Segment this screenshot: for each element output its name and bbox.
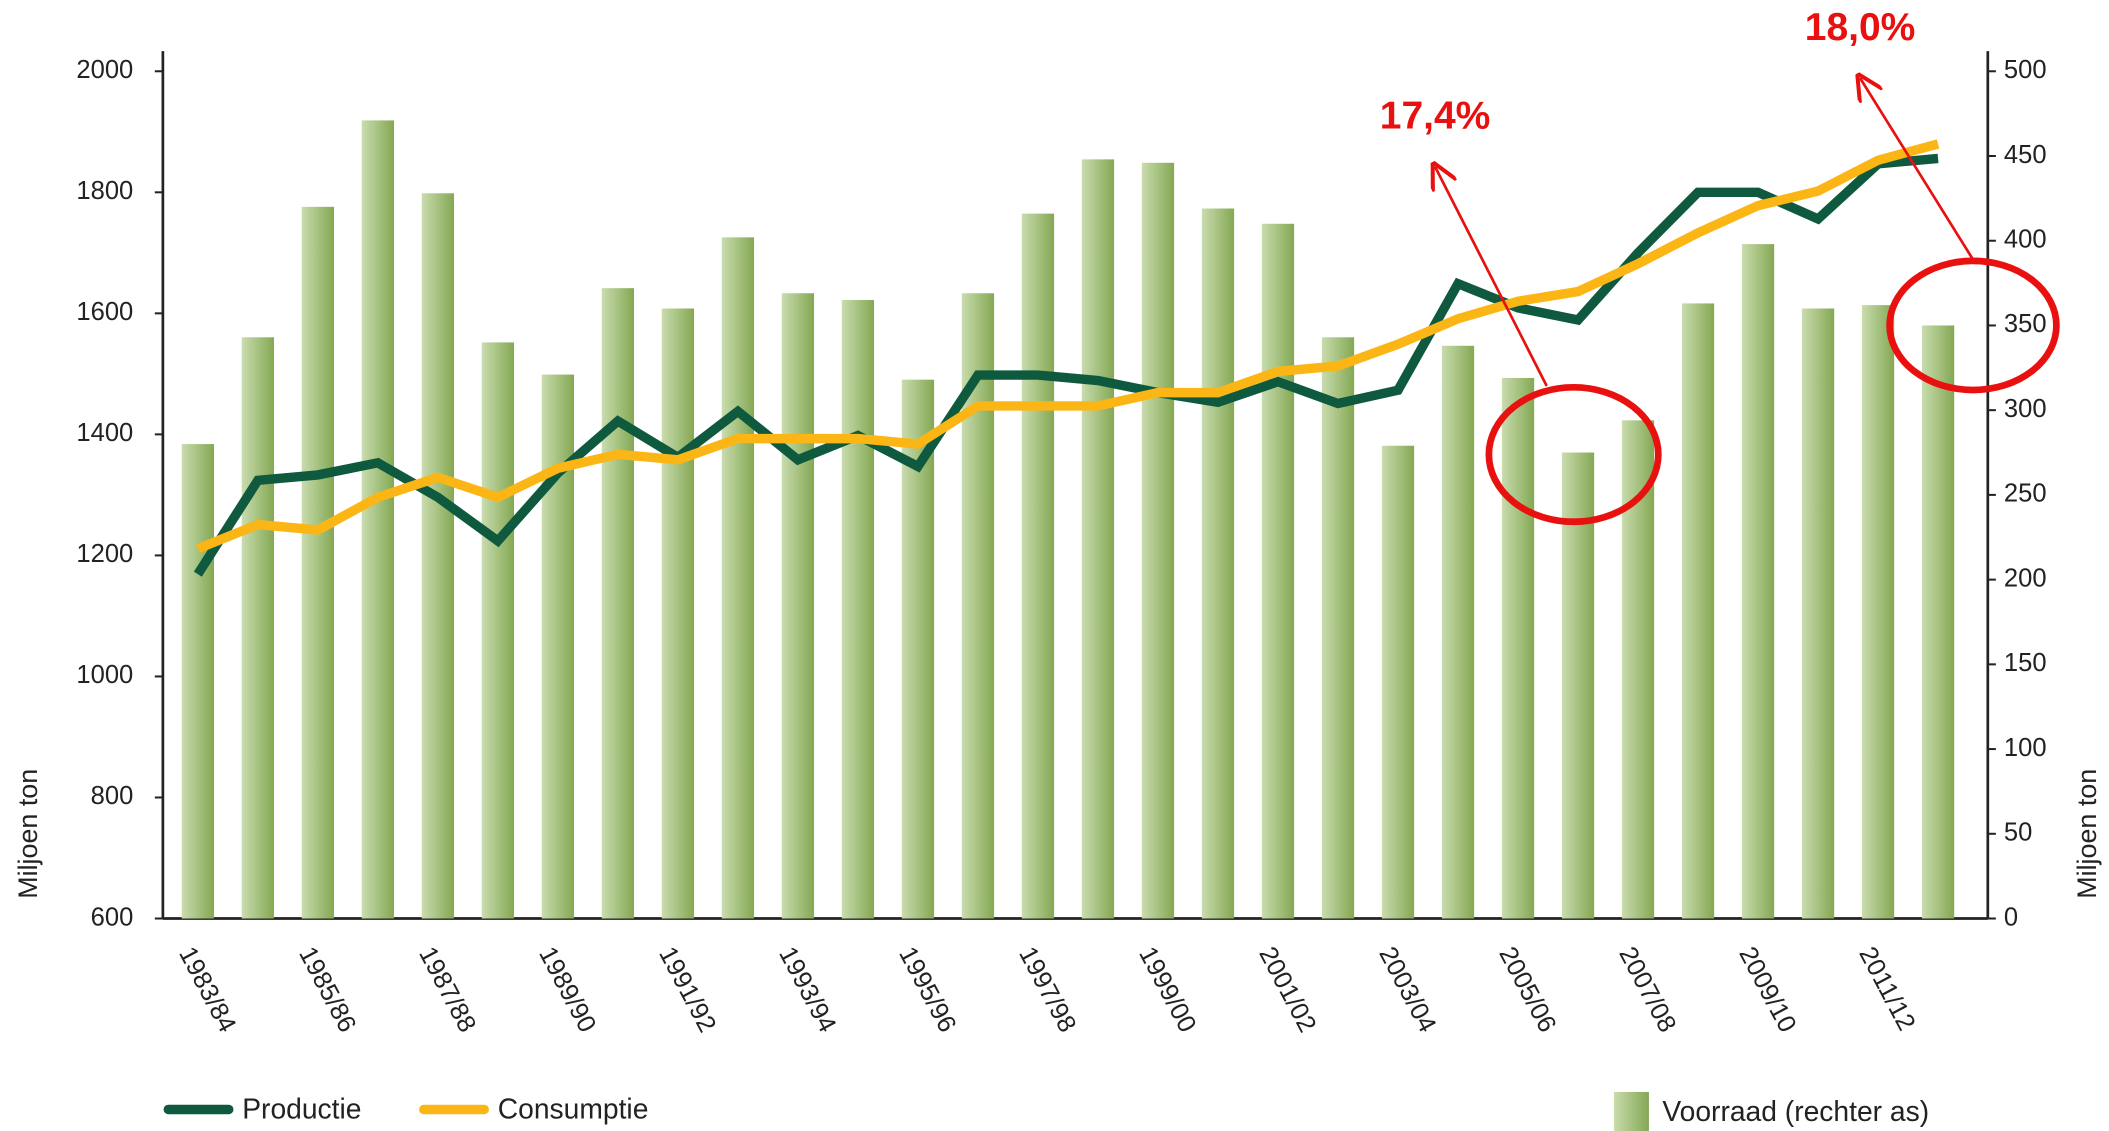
x-tick-label: 1989/90 (533, 942, 601, 1037)
plot (181, 120, 1955, 919)
y-tick-label: 1200 (76, 540, 133, 568)
y-tick-label: 1000 (76, 661, 133, 689)
bar (1441, 345, 1475, 919)
bar (1381, 445, 1415, 919)
bar (1861, 305, 1895, 919)
arrow (1435, 167, 1548, 387)
x-tick-label: 1993/94 (773, 942, 841, 1037)
y2-tick-label: 350 (2004, 310, 2047, 338)
y-tick-label: 2000 (76, 56, 133, 84)
y2-axis-title: Miljoen ton (2072, 769, 2102, 899)
bar (1801, 308, 1835, 919)
x-tick-label: 1987/88 (413, 942, 481, 1037)
annotation: 18,0% (1805, 6, 1916, 49)
y-tick-label: 1600 (76, 298, 133, 326)
legend-label: Consumptie (498, 1092, 649, 1124)
x-tick-label: 1983/84 (173, 942, 241, 1037)
highlight-circle (1485, 383, 1662, 526)
bar (1501, 377, 1535, 919)
bar (361, 120, 395, 919)
y-tick-label: 1400 (76, 419, 133, 447)
annotation-shapes (1435, 78, 2060, 526)
line (193, 153, 1939, 577)
bar (661, 308, 695, 919)
bar (1021, 213, 1055, 919)
y2-tick-label: 450 (2004, 141, 2047, 169)
y-tick-label: 800 (91, 782, 134, 810)
y2-tick-label: 100 (2004, 734, 2047, 762)
y2-tick-label: 300 (2004, 395, 2047, 423)
bar (721, 237, 755, 919)
y-tick-label: 600 (91, 903, 134, 931)
bar (1741, 244, 1775, 919)
x-tick-label: 2011/12 (1853, 942, 1920, 1035)
y2-tick-label: 0 (2004, 903, 2018, 931)
y2-tick-label: 50 (2004, 819, 2032, 847)
bar (181, 444, 214, 919)
y2-tick-label: 250 (2004, 480, 2047, 508)
bar (1561, 452, 1595, 919)
line (196, 139, 1940, 554)
x-tick-label: 2005/06 (1493, 942, 1561, 1037)
x-tick-label: 1997/98 (1013, 942, 1081, 1037)
legend-swatch (1613, 1092, 1649, 1131)
highlight-circle (1886, 257, 2060, 394)
legend-label: Voorraad (rechter as) (1662, 1095, 1929, 1127)
bar (1681, 303, 1715, 919)
x-tick-label: 1985/86 (293, 942, 361, 1037)
y2-tick-label: 400 (2004, 225, 2047, 253)
bar (1081, 159, 1115, 919)
x-tick-label: 1999/00 (1133, 942, 1201, 1037)
bar (601, 288, 635, 919)
y-tick-label: 1800 (76, 177, 133, 205)
bar (1321, 337, 1355, 919)
legend-label: Productie (242, 1092, 361, 1124)
y2-tick-label: 150 (2004, 649, 2047, 677)
x-tick-label: 2009/10 (1733, 942, 1801, 1037)
bar (241, 337, 274, 919)
bar (421, 193, 455, 919)
bar (301, 206, 334, 919)
x-tick-label: 2007/08 (1613, 942, 1681, 1037)
bar (481, 342, 515, 919)
x-tick-label: 2003/04 (1373, 942, 1441, 1037)
y2-tick-label: 200 (2004, 564, 2047, 592)
y-axis-title: Miljoen ton (13, 769, 43, 899)
bar (1261, 223, 1295, 919)
x-tick-label: 1995/96 (893, 942, 961, 1037)
y2-tick-label: 500 (2004, 56, 2047, 84)
x-tick-label: 1991/92 (653, 942, 721, 1037)
bar (1921, 325, 1955, 919)
arrow (1860, 78, 1975, 261)
bar (1201, 208, 1235, 919)
bar (781, 293, 815, 919)
bar (1141, 162, 1175, 919)
annotation: 17,4% (1380, 95, 1491, 138)
legend: Productie Consumptie Voorraad (rechter as) (163, 1092, 1929, 1131)
bar (841, 300, 875, 919)
bar (541, 374, 575, 919)
x-tick-label: 2001/02 (1253, 942, 1321, 1037)
